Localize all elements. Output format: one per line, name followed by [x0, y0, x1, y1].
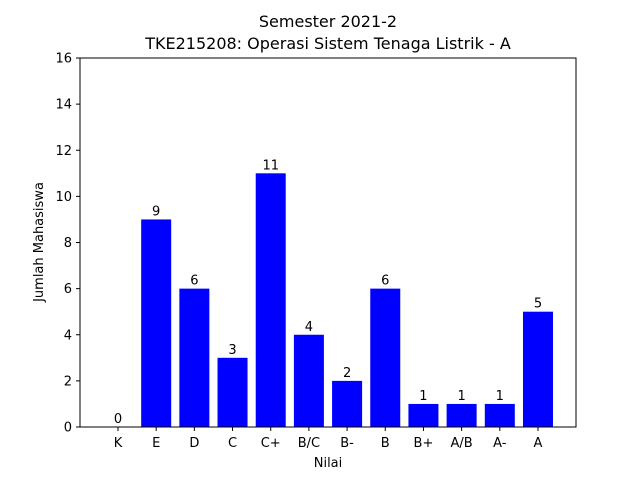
data-label-B-: 2 [343, 366, 351, 381]
chart-title-line2: TKE215208: Operasi Sistem Tenaga Listrik… [144, 34, 511, 53]
bar-E [141, 219, 172, 427]
data-label-D: 6 [190, 274, 198, 289]
bars-group [141, 173, 553, 428]
data-label-E: 9 [152, 204, 160, 219]
bar-B+ [408, 403, 439, 427]
bar-D [179, 288, 210, 428]
x-tick-label-B+: B+ [414, 436, 434, 451]
y-tick-label-2: 2 [64, 374, 72, 389]
data-label-C: 3 [228, 343, 236, 358]
x-axis-label: Nilai [314, 456, 343, 471]
y-tick-label-4: 4 [64, 328, 72, 343]
plot-frame [79, 57, 577, 428]
bar-C [217, 357, 248, 427]
x-tick-label-D: D [189, 436, 199, 451]
y-tick-label-8: 8 [64, 236, 72, 251]
bar-B- [332, 380, 363, 428]
bar-A [522, 311, 553, 427]
data-label-A-: 1 [496, 389, 504, 404]
data-label-C+: 11 [262, 158, 279, 173]
y-axis-label: Jumlah Mahasiswa [32, 182, 47, 303]
x-tick-label-A-: A- [493, 436, 507, 451]
x-tick-label-C: C [228, 436, 237, 451]
bar-B/C [293, 334, 324, 427]
y-tick-label-16: 16 [55, 52, 72, 67]
y-tick-label-12: 12 [55, 144, 72, 159]
y-tick-label-10: 10 [55, 190, 72, 205]
bar-A- [484, 403, 515, 427]
x-tick-label-E: E [152, 436, 160, 451]
x-tick-label-A: A [534, 436, 543, 451]
bar-A/B [446, 403, 477, 427]
bar-C+ [255, 173, 286, 427]
data-label-B+: 1 [419, 389, 427, 404]
x-tick-label-B: B [381, 436, 390, 451]
data-label-A/B: 1 [457, 389, 465, 404]
bar-B [370, 288, 401, 428]
x-axis-ticks: K E D C C+ B/C B- B B+ A/B A- A [114, 427, 543, 451]
x-tick-label-C+: C+ [261, 436, 281, 451]
x-tick-label-A/B: A/B [451, 436, 473, 451]
x-tick-label-B/C: B/C [298, 436, 320, 451]
data-label-A: 5 [534, 297, 542, 312]
y-axis-ticks: 0 2 4 6 8 10 12 14 16 [55, 52, 80, 436]
x-tick-label-K: K [114, 436, 123, 451]
y-tick-label-6: 6 [64, 282, 72, 297]
chart-title-line1: Semester 2021-2 [259, 12, 397, 31]
data-label-B/C: 4 [305, 320, 313, 335]
y-tick-label-0: 0 [64, 421, 72, 436]
y-tick-label-14: 14 [55, 98, 72, 113]
data-label-B: 6 [381, 274, 389, 289]
x-tick-label-B-: B- [340, 436, 354, 451]
data-label-K: 0 [114, 412, 122, 427]
